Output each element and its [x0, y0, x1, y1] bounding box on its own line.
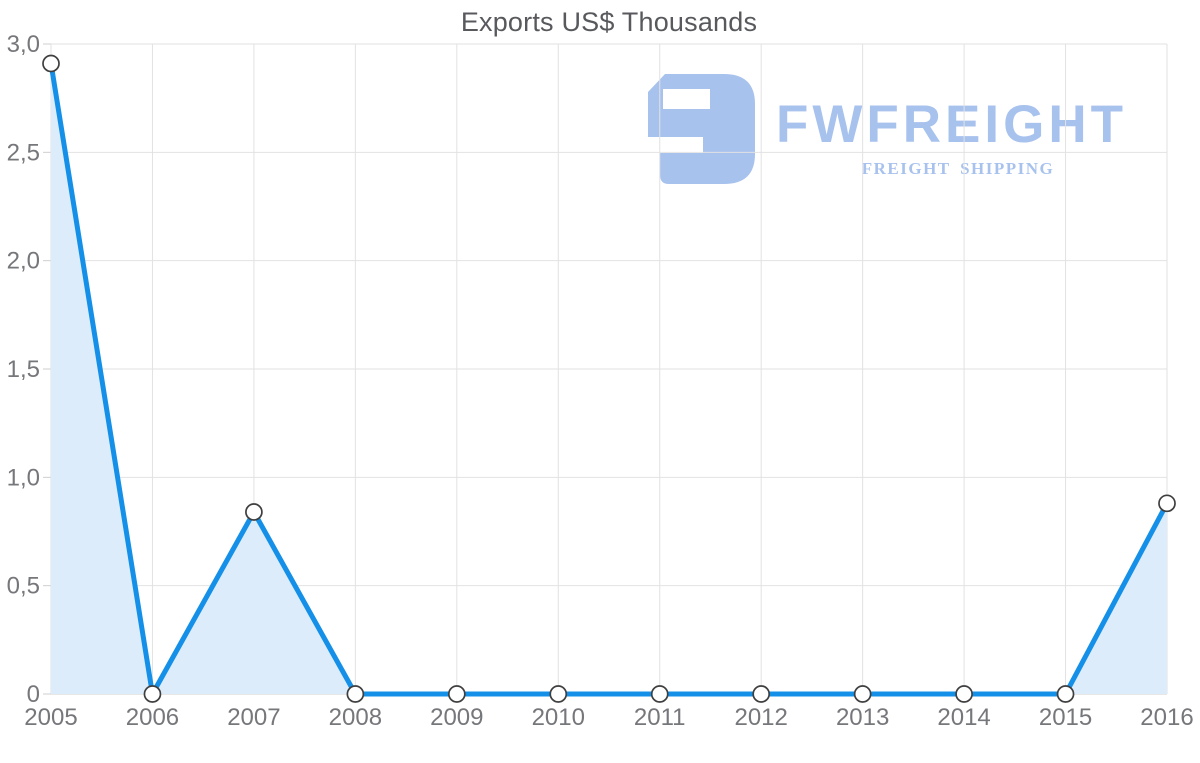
data-point-2009[interactable]	[447, 685, 466, 703]
x-tick-label: 2011	[634, 704, 686, 731]
data-point-2012[interactable]	[752, 685, 771, 703]
data-point-2005[interactable]	[42, 54, 60, 73]
data-point-2010[interactable]	[549, 685, 568, 703]
data-point-2016[interactable]	[1158, 494, 1176, 513]
data-point-2015[interactable]	[1056, 685, 1075, 703]
y-tick-label: 3,0	[7, 31, 40, 58]
x-tick-label: 2005	[24, 704, 77, 731]
fwfreight-logo-icon	[648, 74, 755, 184]
data-point-2008[interactable]	[346, 685, 365, 703]
x-tick-label: 2008	[329, 704, 382, 731]
data-point-2006[interactable]	[143, 685, 162, 703]
y-tick-label: 0,5	[7, 573, 40, 600]
series-line	[48, 61, 1170, 697]
x-tick-label: 2006	[126, 704, 179, 731]
logo-tagline: FREIGHT SHIPPING	[861, 159, 1055, 178]
y-tick-label: 2,5	[7, 139, 40, 166]
y-tick-label: 0	[27, 681, 40, 708]
data-point-2013[interactable]	[853, 685, 872, 703]
chart-title: Exports US$ Thousands	[460, 7, 758, 37]
x-tick-label: 2009	[430, 704, 483, 731]
y-tick-label: 1,0	[7, 464, 40, 491]
x-tick-label: 2007	[227, 704, 280, 731]
data-point-2014[interactable]	[955, 685, 973, 703]
x-tick-label: 2016	[1140, 704, 1193, 731]
x-tick-label: 2012	[734, 704, 787, 731]
x-tick-label: 2010	[532, 704, 585, 731]
series-area	[51, 63, 1167, 694]
data-point-2007[interactable]	[245, 503, 263, 521]
data-point-2011[interactable]	[650, 685, 669, 703]
x-tick-label: 2013	[836, 704, 889, 731]
x-tick-label: 2015	[1039, 704, 1092, 731]
y-tick-label: 2,0	[7, 248, 40, 275]
x-tick-label: 2014	[937, 704, 990, 731]
y-tick-label: 1,5	[7, 356, 40, 383]
